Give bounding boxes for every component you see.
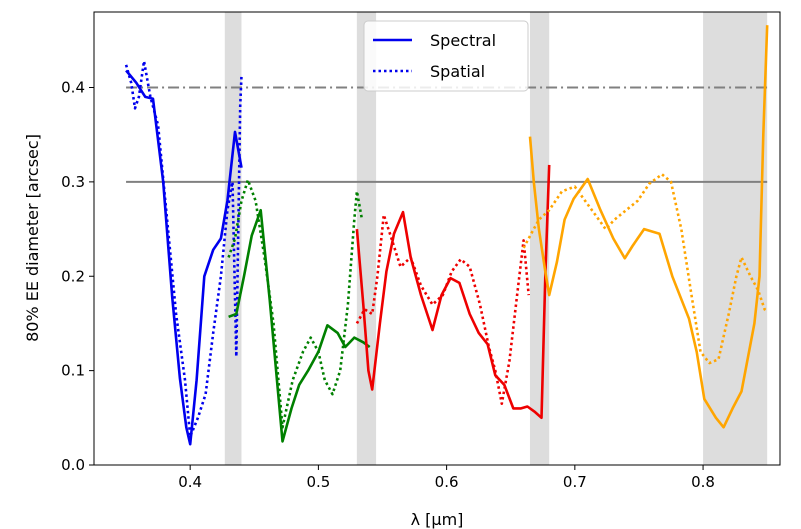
legend-spatial-label: Spatial [430,62,485,81]
y-tick-label: 0.4 [61,79,85,97]
series-line-1 [125,69,243,446]
y-tick-label: 0.0 [61,456,85,474]
y-axis-label: 80% EE diameter [arcsec] [23,134,42,342]
x-axis-ticks: 0.4 0.5 0.6 0.7 0.8 [178,465,715,491]
x-tick-label: 0.5 [306,473,330,491]
series-line-5 [355,164,551,420]
y-tick-label: 0.1 [61,362,85,380]
y-tick-label: 0.3 [61,173,85,191]
legend-spectral-label: Spectral [430,31,496,50]
x-tick-label: 0.6 [435,473,459,491]
series-line-2 [124,59,243,438]
legend-box [363,20,529,92]
shaded-band-2 [356,12,377,465]
x-tick-label: 0.4 [178,473,202,491]
series-line-8 [522,173,768,365]
x-axis-label: λ [μm] [411,510,464,529]
x-tick-label: 0.7 [563,473,587,491]
series-line-6 [355,213,530,405]
reference-lines [126,86,768,183]
shaded-band-4 [703,12,768,465]
series-line-4 [227,178,364,429]
series-line-3 [228,208,371,443]
series-line-7 [528,25,769,429]
x-tick-label: 0.8 [691,473,715,491]
legend: Spectral Spatial [363,20,529,92]
data-series [124,25,769,446]
plot-frame [93,11,781,466]
y-tick-label: 0.2 [61,267,85,285]
y-axis-ticks: 0.0 0.1 0.2 0.3 0.4 [61,79,94,474]
